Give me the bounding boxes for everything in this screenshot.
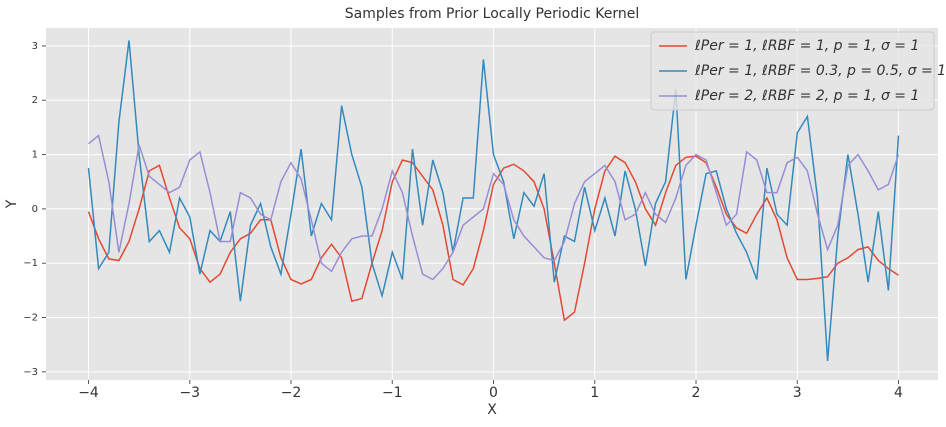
y-tick-label: 2 — [32, 95, 38, 106]
x-axis-label: X — [487, 402, 497, 418]
x-tick-label: −3 — [179, 385, 200, 401]
y-tick-label: 3 — [32, 41, 38, 52]
y-tick-label: −2 — [23, 313, 38, 324]
y-tick-label: 1 — [32, 150, 38, 161]
x-tick-label: −1 — [382, 385, 403, 401]
y-tick-label: 0 — [32, 204, 38, 215]
legend-label: ℓPer = 1, ℓRBF = 0.3, p = 0.5, σ = 1 — [694, 63, 946, 79]
x-tick-label: −2 — [281, 385, 302, 401]
x-tick-label: 1 — [590, 385, 599, 401]
y-axis-label: Y — [4, 199, 20, 209]
legend-label: ℓPer = 2, ℓRBF = 2, p = 1, σ = 1 — [694, 88, 919, 104]
x-tick-label: 0 — [489, 385, 498, 401]
y-tick-label: −1 — [23, 258, 38, 269]
x-tick-label: 3 — [793, 385, 802, 401]
x-tick-label: 2 — [692, 385, 701, 401]
series-line — [87, 40, 900, 362]
chart-title: Samples from Prior Locally Periodic Kern… — [345, 6, 639, 22]
x-tick-label: 4 — [894, 385, 903, 401]
series-line — [88, 134, 900, 281]
x-tick-label: −4 — [78, 385, 99, 401]
legend-label: ℓPer = 1, ℓRBF = 1, p = 1, σ = 1 — [694, 38, 919, 54]
y-tick-label: −3 — [23, 367, 38, 378]
legend-box — [650, 31, 935, 111]
